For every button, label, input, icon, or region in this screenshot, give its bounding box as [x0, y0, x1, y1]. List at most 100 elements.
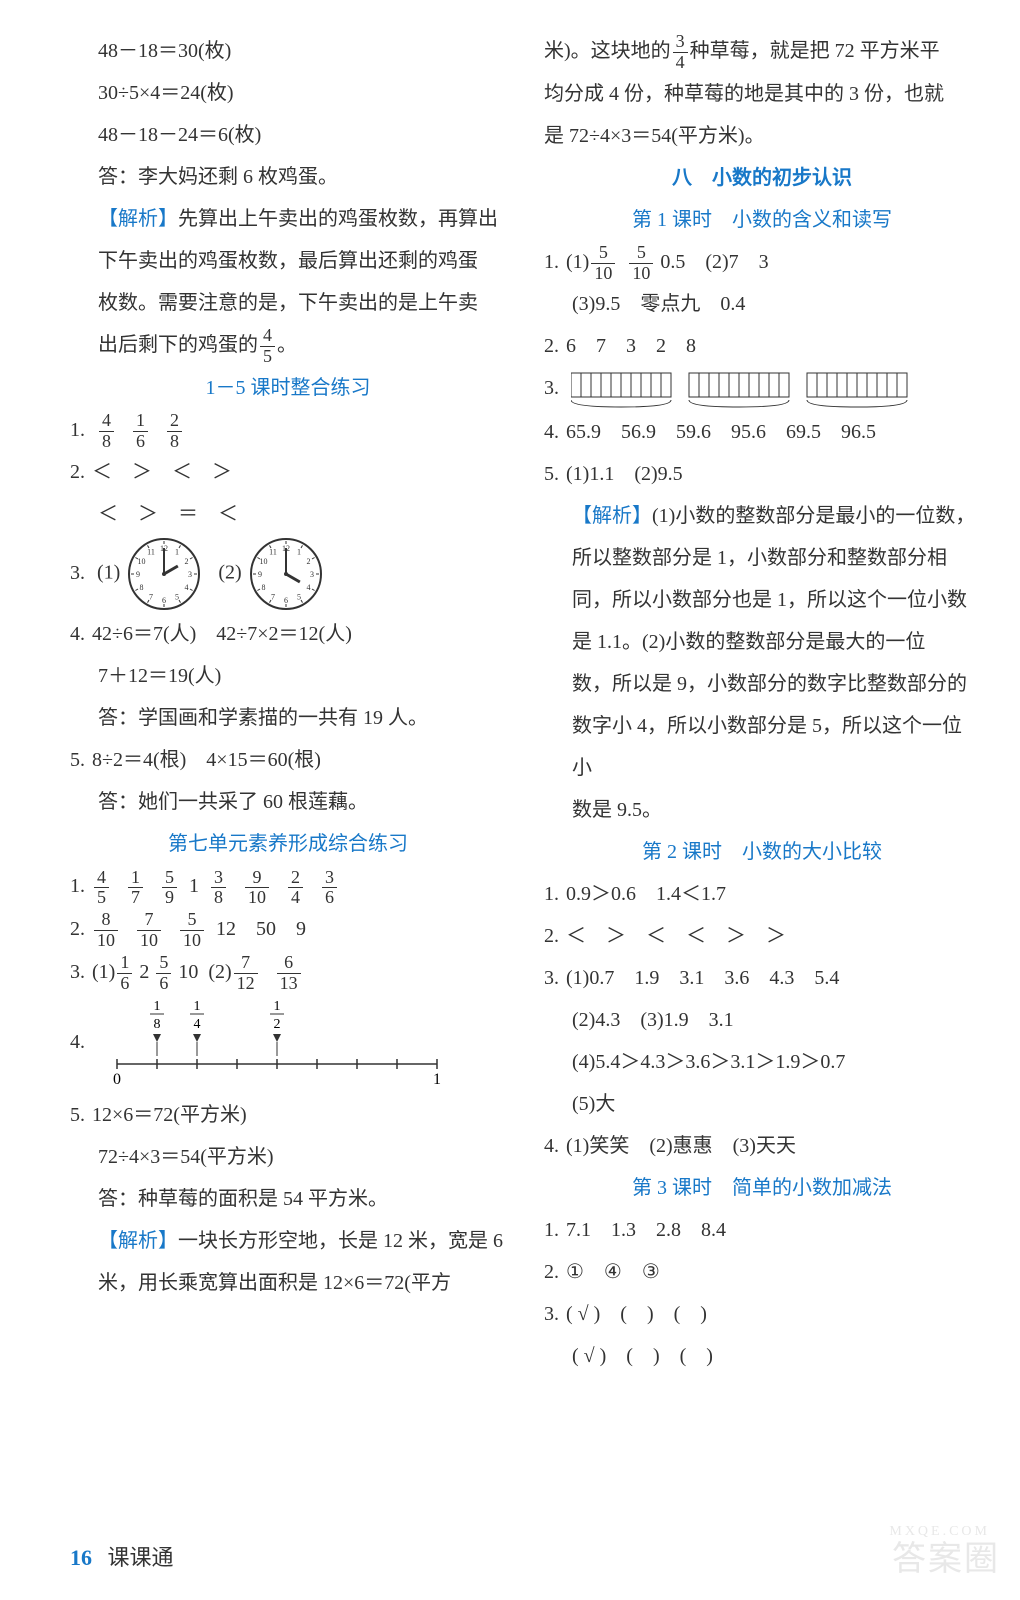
- equation: 48－18＝30(枚): [70, 30, 506, 72]
- lesson-heading-2: 第 2 课时 小数的大小比较: [544, 831, 980, 873]
- svg-text:10: 10: [259, 557, 267, 566]
- explain-label: 【解析】: [98, 208, 178, 230]
- l3q2: 2.① ④ ③: [544, 1251, 980, 1293]
- explanation: 出后剩下的鸡蛋的45。: [70, 324, 506, 367]
- svg-text:6: 6: [162, 596, 166, 605]
- l2q1: 1.0.9＞0.6 1.4＜1.7: [544, 873, 980, 915]
- l1q1: 1.(1)510 510 0.5 (2)7 3: [544, 241, 980, 284]
- svg-text:4: 4: [194, 1017, 201, 1032]
- u7q2: 2.810 710 510 12 50 9: [70, 908, 506, 951]
- svg-text:2: 2: [274, 1017, 281, 1032]
- l1q5: 5.(1)1.1 (2)9.5: [544, 453, 980, 495]
- svg-text:3: 3: [310, 570, 314, 579]
- svg-text:0: 0: [113, 1071, 121, 1088]
- svg-text:11: 11: [147, 548, 155, 557]
- svg-text:8: 8: [154, 1017, 161, 1032]
- l2q4: 4.(1)笑笑 (2)惠惠 (3)天天: [544, 1125, 980, 1167]
- svg-text:6: 6: [284, 596, 288, 605]
- u7q4: 4. 01181412: [70, 994, 506, 1094]
- q5b: 答：她们一共采了 60 根莲藕。: [70, 781, 506, 823]
- svg-text:5: 5: [297, 593, 301, 602]
- explanation: 枚数。需要注意的是，下午卖出的是上午卖: [70, 282, 506, 324]
- equation: 48－18－24＝6(枚): [70, 114, 506, 156]
- l1q3: 3.: [544, 367, 980, 410]
- l2q3d: (5)大: [544, 1083, 980, 1125]
- section-heading: 第七单元素养形成综合练习: [70, 823, 506, 865]
- watermark: 答案圈: [892, 1531, 1000, 1580]
- explanation: 【解析】先算出上午卖出的鸡蛋枚数，再算出: [70, 198, 506, 240]
- unit-heading: 八 小数的初步认识: [544, 157, 980, 199]
- svg-text:2: 2: [185, 557, 189, 566]
- svg-text:11: 11: [269, 548, 277, 557]
- l1q4: 4.65.9 56.9 59.6 95.6 69.5 96.5: [544, 411, 980, 453]
- lesson-heading-3: 第 3 课时 简单的小数加减法: [544, 1167, 980, 1209]
- u7q5: 5.12×6＝72(平方米): [70, 1094, 506, 1136]
- q3-clocks: 3. (1) 121234567891011 (2) 1212345678910…: [70, 535, 506, 613]
- fraction: 45: [260, 326, 275, 367]
- l1-expl: 所以整数部分是 1，小数部分和整数部分相: [544, 537, 980, 579]
- section-heading: 1－5 课时整合练习: [70, 367, 506, 409]
- l2q3a: 3.(1)0.7 1.9 3.1 3.6 4.3 5.4: [544, 957, 980, 999]
- u7-expl: 【解析】一块长方形空地，长是 12 米，宽是 6: [70, 1220, 506, 1262]
- l2q3b: (2)4.3 (3)1.9 3.1: [544, 999, 980, 1041]
- svg-text:1: 1: [175, 548, 179, 557]
- u7q5c: 答：种草莓的面积是 54 平方米。: [70, 1178, 506, 1220]
- l1-expl: 同，所以小数部分也是 1，所以这个一位小数: [544, 579, 980, 621]
- cont-a: 米)。这块地的34种草莓，就是把 72 平方米平: [544, 30, 980, 73]
- svg-text:9: 9: [136, 570, 140, 579]
- explanation: 下午卖出的鸡蛋枚数，最后算出还剩的鸡蛋: [70, 240, 506, 282]
- footer-label: 课课通: [108, 1545, 174, 1570]
- page-number: 16: [70, 1545, 92, 1570]
- right-column: 米)。这块地的34种草莓，就是把 72 平方米平 均分成 4 份，种草莓的地是其…: [544, 30, 980, 1377]
- l1q1b: (3)9.5 零点九 0.4: [544, 283, 980, 325]
- u7q3: 3.(1)16 2 56 10 (2)712 613: [70, 951, 506, 994]
- clock-1: 121234567891011: [125, 535, 203, 613]
- svg-text:4: 4: [306, 583, 310, 592]
- q1: 1. 48 16 28: [70, 409, 506, 452]
- equation: 30÷5×4＝24(枚): [70, 72, 506, 114]
- l1q2: 2.6 7 3 2 8: [544, 325, 980, 367]
- q5: 5.8÷2＝4(根) 4×15＝60(根): [70, 739, 506, 781]
- svg-text:1: 1: [154, 999, 161, 1014]
- cont-b: 均分成 4 份，种草莓的地是其中的 3 份，也就: [544, 73, 980, 115]
- l1-expl: 【解析】(1)小数的整数部分是最小的一位数，: [544, 495, 980, 537]
- l3q3b: ( √ ) ( ) ( ): [544, 1335, 980, 1377]
- svg-text:8: 8: [140, 583, 144, 592]
- q2b: ＜ ＞ ＝ ＜: [70, 493, 506, 535]
- u7q1: 1.45 17 59 1 38 910 24 36: [70, 865, 506, 908]
- explain-label: 【解析】: [98, 1230, 178, 1252]
- l1-expl: 数字小 4，所以小数部分是 5，所以这个一位小: [544, 705, 980, 789]
- decimal-bars: [571, 369, 951, 411]
- q4b: 7＋12＝19(人): [70, 655, 506, 697]
- svg-text:7: 7: [149, 593, 153, 602]
- left-column: 48－18＝30(枚) 30÷5×4＝24(枚) 48－18－24＝6(枚) 答…: [70, 30, 506, 1377]
- svg-text:7: 7: [271, 593, 275, 602]
- q2: 2.＜ ＞ ＜ ＞: [70, 451, 506, 493]
- svg-text:9: 9: [258, 570, 262, 579]
- q4: 4.42÷6＝7(人) 42÷7×2＝12(人): [70, 613, 506, 655]
- lesson-heading-1: 第 1 课时 小数的含义和读写: [544, 199, 980, 241]
- l3q1: 1.7.1 1.3 2.8 8.4: [544, 1209, 980, 1251]
- q4c: 答：学国画和学素描的一共有 19 人。: [70, 697, 506, 739]
- svg-text:8: 8: [261, 583, 265, 592]
- number-line: 01181412: [97, 994, 457, 1094]
- svg-text:1: 1: [194, 999, 201, 1014]
- u7-expl-b: 米，用长乘宽算出面积是 12×6＝72(平方: [70, 1262, 506, 1304]
- svg-text:4: 4: [185, 583, 189, 592]
- page-footer: 16 课课通: [70, 1540, 174, 1572]
- svg-text:2: 2: [306, 557, 310, 566]
- svg-text:5: 5: [175, 593, 179, 602]
- svg-text:1: 1: [297, 548, 301, 557]
- u7q5b: 72÷4×3＝54(平方米): [70, 1136, 506, 1178]
- clock-2: 121234567891011: [247, 535, 325, 613]
- fraction: 34: [673, 32, 688, 73]
- svg-text:3: 3: [188, 570, 192, 579]
- l1-expl: 是 1.1。(2)小数的整数部分是最大的一位: [544, 621, 980, 663]
- svg-text:10: 10: [138, 557, 146, 566]
- l3q3a: 3.( √ ) ( ) ( ): [544, 1293, 980, 1335]
- l2q3c: (4)5.4＞4.3＞3.6＞3.1＞1.9＞0.7: [544, 1041, 980, 1083]
- l1-expl: 数，所以是 9，小数部分的数字比整数部分的: [544, 663, 980, 705]
- l1-expl: 数是 9.5。: [544, 789, 980, 831]
- cont-c: 是 72÷4×3＝54(平方米)。: [544, 115, 980, 157]
- svg-text:1: 1: [274, 999, 281, 1014]
